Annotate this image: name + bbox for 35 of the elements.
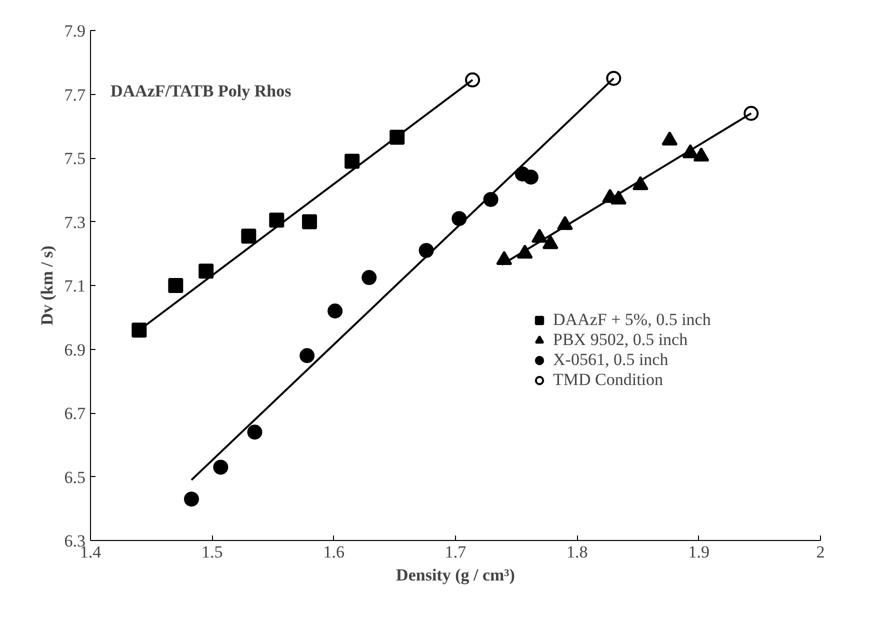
point <box>184 492 199 507</box>
legend-label: TMD Condition <box>553 370 664 390</box>
y-tick-label: 6.9 <box>64 340 86 360</box>
point <box>269 212 284 228</box>
x-tick-label: 1.5 <box>202 542 223 562</box>
point <box>198 264 214 279</box>
point <box>523 170 538 185</box>
y-tick-label: 7.9 <box>64 22 86 40</box>
x-tick-label: 2 <box>816 542 825 562</box>
x-axis-title: Density (g / cm³) <box>396 566 515 584</box>
point <box>362 270 377 286</box>
point <box>168 278 184 293</box>
x-tick-label: 1.8 <box>566 542 588 562</box>
point <box>213 460 228 475</box>
y-tick-label: 7.3 <box>64 212 86 232</box>
y-tick-label: 7.1 <box>64 276 86 296</box>
y-tick-label: 6.5 <box>64 468 86 487</box>
y-axis-title: Dv (km / s) <box>37 246 56 326</box>
y-tick-label: 6.7 <box>64 404 86 423</box>
point <box>302 214 317 230</box>
text: DAAzF/TATB Poly Rhos <box>110 82 292 100</box>
point <box>300 348 315 364</box>
point <box>328 304 343 318</box>
point <box>241 228 256 244</box>
y-tick-label: 7.7 <box>64 85 86 104</box>
point <box>344 154 360 169</box>
point <box>247 424 262 440</box>
x-tick-label: 1.6 <box>323 542 344 562</box>
x-tick-label: 1.9 <box>688 542 710 562</box>
legend-label: X-0561, 0.5 inch <box>553 350 668 370</box>
legend-label: DAAzF + 5%, 0.5 inch <box>553 310 711 330</box>
y-tick-label: 7.5 <box>64 149 86 168</box>
x-tick-label: 1.7 <box>444 542 467 562</box>
legend-label: PBX 9502, 0.5 inch <box>553 330 688 350</box>
point <box>132 322 147 338</box>
